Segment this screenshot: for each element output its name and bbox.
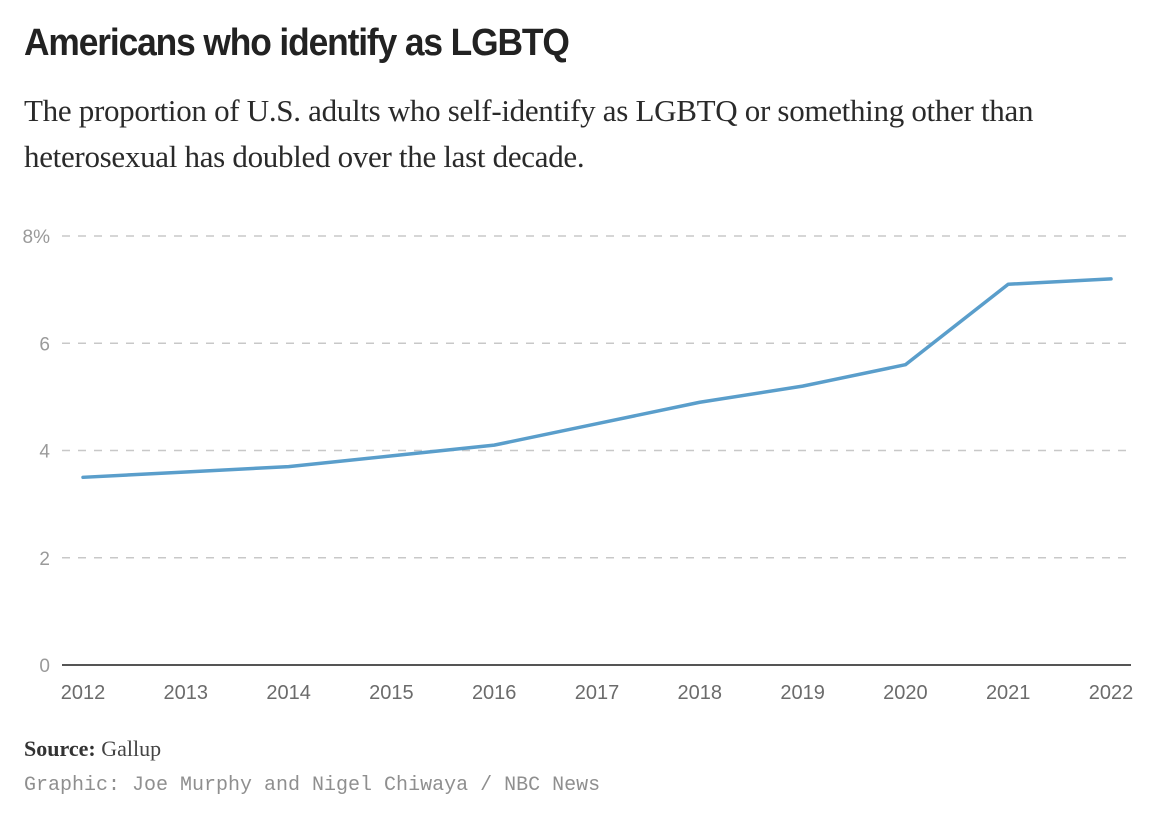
x-tick-label: 2019 — [780, 682, 825, 704]
chart-subtitle: The proportion of U.S. adults who self-i… — [24, 93, 1034, 174]
x-tick-label: 2022 — [1089, 682, 1134, 704]
source-label: Source: — [24, 736, 96, 761]
chart-title: Americans who identify as LGBTQ — [24, 22, 570, 64]
series-line — [81, 277, 1113, 480]
y-axis-ticks: 0 2 4 6 8% — [23, 227, 51, 677]
source-value: Gallup — [101, 736, 162, 761]
x-tick-label: 2016 — [472, 682, 517, 704]
x-axis-ticks: 2012 2013 2014 2015 2016 2017 2018 2019 2020 2021… — [61, 682, 1134, 704]
x-tick-label: 2018 — [678, 682, 723, 704]
x-tick-label: 2017 — [575, 682, 620, 704]
series-layer — [81, 277, 1113, 480]
y-tick-label: 4 — [39, 442, 50, 463]
x-tick-label: 2015 — [369, 682, 414, 704]
y-tick-label: 0 — [39, 656, 50, 677]
y-tick-label: 2 — [39, 549, 50, 570]
y-tick-label: 6 — [39, 334, 50, 355]
x-tick-label: 2013 — [164, 682, 209, 704]
y-tick-label: 8% — [23, 227, 51, 248]
source-note: Source: Gallup — [24, 736, 161, 762]
x-tick-label: 2021 — [986, 682, 1031, 704]
x-tick-label: 2020 — [883, 682, 928, 704]
x-tick-label: 2014 — [266, 682, 311, 704]
graphic-credit: Graphic: Joe Murphy and Nigel Chiwaya / … — [24, 774, 601, 797]
x-tick-label: 2012 — [61, 682, 106, 704]
gridlines — [62, 235, 1131, 559]
